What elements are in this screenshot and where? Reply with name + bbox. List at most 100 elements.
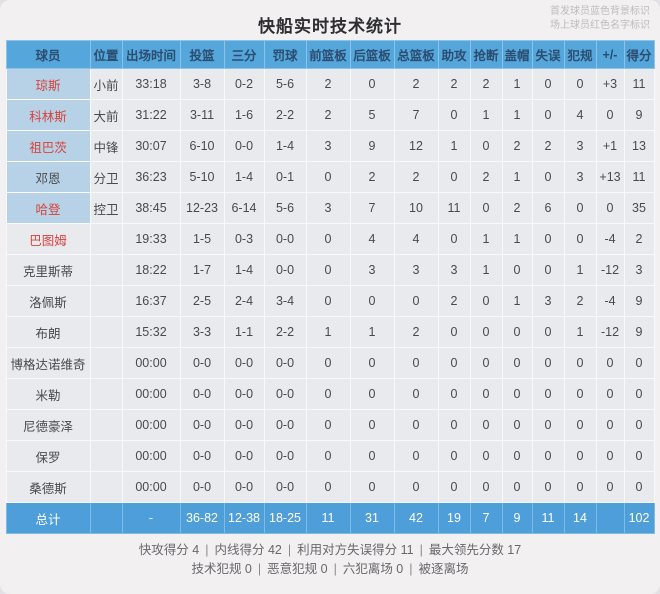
stat-cell: 3: [437, 254, 471, 286]
stat-cell: 1: [501, 161, 533, 193]
stat-cell: 18:22: [121, 254, 181, 286]
stat-cell: 33:18: [121, 68, 181, 100]
stat-cell: 0: [349, 68, 395, 100]
stat-cell: 0-0: [223, 347, 265, 379]
stat-cell: 0: [623, 409, 655, 441]
stat-cell: 3: [531, 285, 565, 317]
stat-cell: 中锋: [89, 130, 123, 162]
stat-cell: 0-0: [263, 254, 307, 286]
stat-cell: 3: [563, 130, 597, 162]
footer-stat-item: 被逐离场: [418, 562, 469, 576]
column-header: 得分: [623, 40, 655, 69]
player-row: 邓恩 分卫 36:23 5-10 1-4 0-1 0 2 2 0 2 1 0 3 +13 11: [5, 161, 655, 193]
stat-cell: 1: [349, 316, 395, 348]
stat-cell: [89, 347, 123, 379]
stat-cell: 0-0: [223, 409, 265, 441]
stat-cell: 0: [393, 285, 439, 317]
stat-cell: 0: [531, 254, 565, 286]
stat-cell: 3-4: [263, 285, 307, 317]
stat-cell: 3: [563, 161, 597, 193]
footer-stat-item: 快攻得分 4: [138, 543, 200, 557]
stat-cell: 7: [349, 192, 395, 224]
footer-stats-line: 快攻得分 4 | 内线得分 42 | 利用对方失误得分 11 | 最大领先分数 17: [0, 541, 660, 560]
stat-cell: 0-1: [263, 161, 307, 193]
stat-cell: 00:00: [121, 409, 181, 441]
stat-cell: 00:00: [121, 471, 181, 503]
stat-cell: 0: [531, 99, 565, 131]
stat-cell: 9: [623, 316, 655, 348]
stat-cell: 0: [623, 347, 655, 379]
stat-cell: 3-3: [179, 316, 225, 348]
stat-cell: 0: [305, 409, 351, 441]
stat-cell: 0: [501, 347, 533, 379]
stat-cell: 1-6: [223, 99, 265, 131]
total-stat-cell: 42: [393, 502, 439, 534]
stat-cell: 0-0: [223, 471, 265, 503]
player-name: 尼德豪泽: [5, 409, 91, 441]
column-header: 球员: [5, 40, 91, 69]
total-stat-cell: 18-25: [263, 502, 307, 534]
footer-stat-item: 最大领先分数 17: [428, 543, 522, 557]
column-header: 罚球: [263, 40, 307, 69]
stat-cell: 1: [469, 223, 503, 255]
stat-cell: 0: [305, 471, 351, 503]
table-header: 球员 位置 出场时间 投篮 三分 罚球 前篮板 后篮板 总篮板 助攻 抢断 盖帽 失误 犯规 +/- 得分: [5, 40, 655, 69]
stat-cell: 2: [393, 161, 439, 193]
stat-cell: 0-0: [263, 440, 307, 472]
stat-cell: 1: [501, 223, 533, 255]
stat-cell: 0-0: [223, 440, 265, 472]
column-header: 出场时间: [121, 40, 181, 69]
stat-cell: 2-2: [263, 99, 307, 131]
stat-cell: 0: [501, 254, 533, 286]
stat-cell: 4: [349, 223, 395, 255]
stat-cell: +3: [595, 68, 625, 100]
stat-cell: 0: [563, 440, 597, 472]
stat-cell: 15:32: [121, 316, 181, 348]
stat-cell: 0: [305, 347, 351, 379]
stat-cell: [89, 316, 123, 348]
stat-cell: 12: [393, 130, 439, 162]
page-title: 快船实时技术统计: [258, 17, 402, 36]
stat-cell: 0: [305, 285, 351, 317]
stat-cell: 0: [437, 347, 471, 379]
stat-cell: 0: [437, 161, 471, 193]
stat-cell: -12: [595, 316, 625, 348]
stat-cell: +13: [595, 161, 625, 193]
header-row: 球员 位置 出场时间 投篮 三分 罚球 前篮板 后篮板 总篮板 助攻 抢断 盖帽 失误 犯规 +/- 得分: [5, 40, 655, 69]
stat-cell: 0: [349, 285, 395, 317]
stat-cell: 00:00: [121, 440, 181, 472]
table-body: 琼斯 小前 33:18 3-8 0-2 5-6 2 0 2 2 2 1 0 0 +3 11 科林斯 大前 31:22…: [5, 68, 655, 503]
column-header: 助攻: [437, 40, 471, 69]
total-stat-cell: 14: [563, 502, 597, 534]
player-row: 保罗 00:00 0-0 0-0 0-0 0 0 0 0 0 0 0 0 0 0: [5, 440, 655, 472]
stat-cell: 0: [501, 440, 533, 472]
stat-cell: -12: [595, 254, 625, 286]
stat-cell: 2: [501, 130, 533, 162]
player-name: 桑德斯: [5, 471, 91, 503]
stat-cell: 2: [437, 285, 471, 317]
stat-cell: 0: [595, 347, 625, 379]
stat-cell: [89, 254, 123, 286]
stat-cell: 3-11: [179, 99, 225, 131]
stat-cell: 0: [469, 130, 503, 162]
stat-cell: 0: [531, 347, 565, 379]
stat-cell: 1: [563, 254, 597, 286]
stat-cell: 0: [623, 471, 655, 503]
stat-cell: [89, 378, 123, 410]
column-header: 前篮板: [305, 40, 351, 69]
stat-cell: [89, 285, 123, 317]
stat-cell: 0: [305, 440, 351, 472]
stat-cell: 1-4: [263, 130, 307, 162]
stat-cell: 0: [393, 378, 439, 410]
stat-cell: 11: [623, 68, 655, 100]
stat-cell: 大前: [89, 99, 123, 131]
total-stat-cell: 7: [469, 502, 503, 534]
stat-cell: 1: [469, 254, 503, 286]
player-row: 米勒 00:00 0-0 0-0 0-0 0 0 0 0 0 0 0 0 0 0: [5, 378, 655, 410]
stat-cell: 0: [595, 378, 625, 410]
stat-cell: 0-2: [223, 68, 265, 100]
stat-cell: 3: [349, 254, 395, 286]
stat-cell: 13: [623, 130, 655, 162]
stat-cell: 0: [563, 223, 597, 255]
